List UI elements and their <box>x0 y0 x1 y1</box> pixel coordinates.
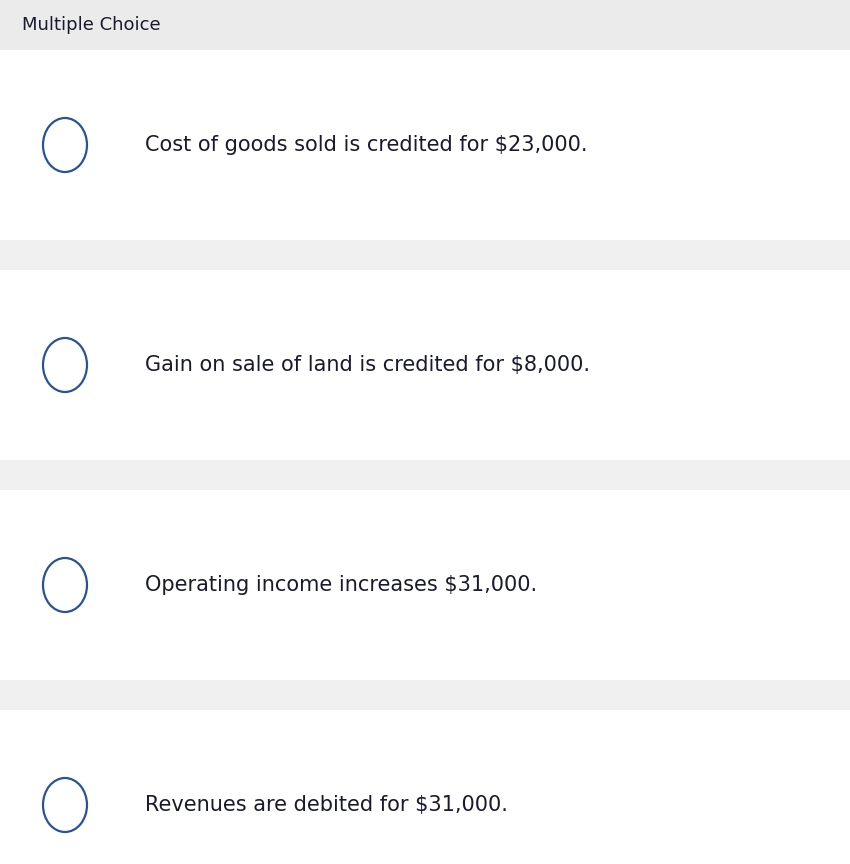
Bar <box>0 240 850 270</box>
Text: Operating income increases $31,000.: Operating income increases $31,000. <box>145 575 537 595</box>
Bar <box>0 460 850 490</box>
Bar <box>0 490 850 680</box>
Bar <box>0 710 850 864</box>
Text: Gain on sale of land is credited for $8,000.: Gain on sale of land is credited for $8,… <box>145 355 590 375</box>
Bar <box>0 0 850 50</box>
Bar <box>0 270 850 460</box>
Text: Revenues are debited for $31,000.: Revenues are debited for $31,000. <box>145 795 507 815</box>
Text: Cost of goods sold is credited for $23,000.: Cost of goods sold is credited for $23,0… <box>145 135 587 155</box>
Text: Multiple Choice: Multiple Choice <box>22 16 161 34</box>
Bar <box>0 680 850 710</box>
Bar <box>0 50 850 240</box>
